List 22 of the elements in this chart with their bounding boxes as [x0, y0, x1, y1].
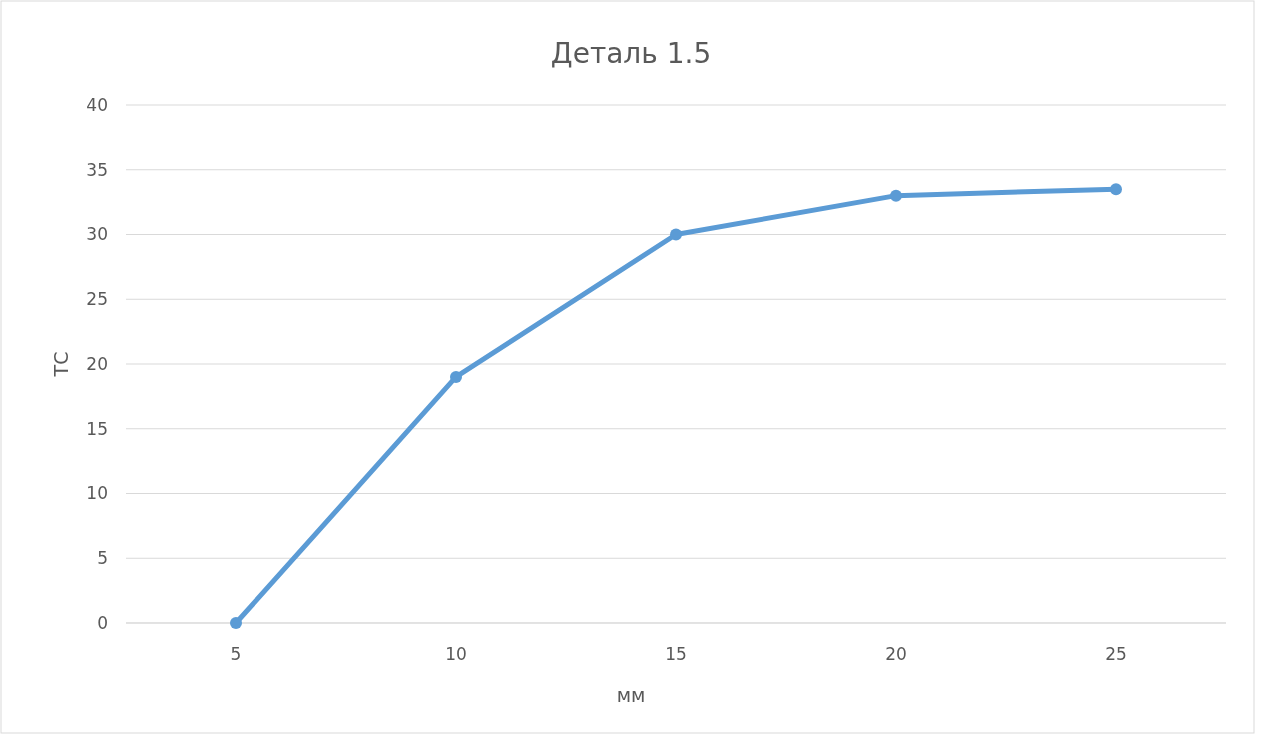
x-axis-title: мм — [616, 684, 646, 706]
x-tick-label: 10 — [445, 644, 467, 664]
point — [1110, 183, 1122, 196]
y-tick-label: 20 — [86, 353, 108, 374]
point — [450, 370, 462, 383]
x-tick-label: 15 — [665, 644, 687, 664]
point — [230, 617, 242, 629]
y-tick-label: 5 — [97, 548, 108, 569]
x-tick-label: 25 — [1105, 644, 1127, 664]
chart-title: Деталь 1.5 — [550, 37, 712, 70]
y-tick-label: 0 — [97, 612, 108, 633]
y-tick-label: 15 — [86, 418, 108, 439]
y-axis-title: ТС — [50, 351, 72, 378]
x-tick-label: 5 — [230, 644, 242, 664]
y-tick-label: 10 — [86, 483, 108, 504]
y-tick-label: 25 — [86, 289, 108, 310]
point — [670, 228, 682, 241]
x-tick-label: 20 — [885, 644, 907, 664]
y-tick-label: 35 — [86, 159, 108, 180]
y-tick-label: 30 — [86, 224, 108, 245]
y-tick-label: 40 — [86, 94, 108, 115]
point — [890, 189, 902, 202]
